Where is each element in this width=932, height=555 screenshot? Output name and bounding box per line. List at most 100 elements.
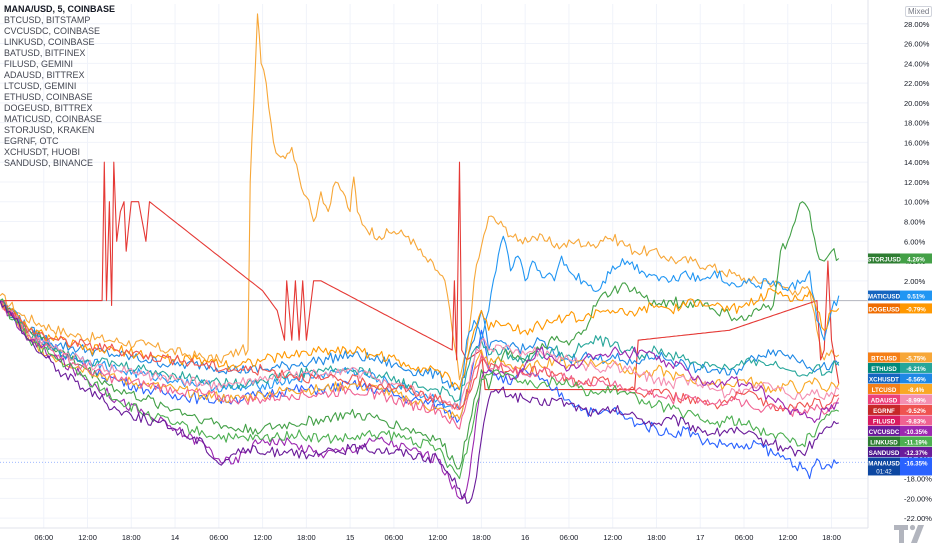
legend-symbol-row[interactable]: ETHUSD, COINBASE <box>4 92 93 102</box>
price-label-name-bg <box>868 394 900 405</box>
y-tick-label: 22.00% <box>904 79 930 88</box>
price-label-name: SANDUSD <box>869 450 900 457</box>
y-tick-label: 24.00% <box>904 59 930 68</box>
price-label-dogeusd[interactable]: DOGEUSD -0.79% <box>868 303 932 314</box>
y-tick-label: 16.00% <box>904 138 930 147</box>
price-label-egrnf[interactable]: EGRNF -9.52% <box>868 404 932 415</box>
price-label-filusd[interactable]: FILUSD -9.83% <box>868 415 932 426</box>
series-line-adausd[interactable] <box>0 300 840 411</box>
y-tick-label: 8.00% <box>904 218 926 227</box>
price-label-value: 4.26% <box>907 256 925 263</box>
x-tick-label: 06:00 <box>560 533 579 542</box>
price-label-value-bg <box>900 404 932 415</box>
price-label-cvcusdc[interactable]: CVCUSDC -10.35% <box>868 425 932 436</box>
price-label-value: 0.51% <box>907 294 925 301</box>
legend-symbol-row[interactable]: BATUSD, BITFINEX <box>4 48 86 58</box>
x-tick-label: 06:00 <box>735 533 754 542</box>
price-label-value-bg <box>900 352 932 363</box>
y-tick-label: 18.00% <box>904 119 930 128</box>
y-tick-label: 28.00% <box>904 20 930 29</box>
price-label-value: -8.99% <box>906 397 926 404</box>
series-line-storjusd[interactable] <box>0 201 840 470</box>
price-label-value: -10.35% <box>904 429 928 436</box>
scale-mode-button[interactable]: Mixed <box>905 6 932 17</box>
x-tick-label: 18:00 <box>297 533 316 542</box>
price-label-manausd[interactable]: MANAUSD -16.35% 01:42 <box>868 457 932 476</box>
price-label-value: -11.19% <box>905 439 928 446</box>
legend-symbol-row[interactable]: DOGEUSD, BITTREX <box>4 103 93 113</box>
price-labels-layer: STORJUSD 4.26% MATICUSD 0.51% DOGEUSD -0.79% B… <box>867 253 932 476</box>
price-label-name: STORJUSD <box>867 256 901 263</box>
series-line-egrnf[interactable] <box>0 300 840 412</box>
price-label-name: LTCUSD <box>872 387 897 394</box>
price-label-value-bg <box>900 394 932 405</box>
price-label-name-bg <box>868 457 900 476</box>
price-label-value-bg <box>900 253 932 264</box>
price-label-linkusd[interactable]: LINKUSD -11.19% <box>868 436 932 447</box>
price-label-ltcusd[interactable]: LTCUSD -8.4% <box>868 383 932 394</box>
y-tick-label: 2.00% <box>904 277 926 286</box>
price-label-name: ADAUSD <box>871 397 898 404</box>
price-label-name: XCHUSDT <box>869 376 899 383</box>
series-line-batusd[interactable] <box>0 13 840 381</box>
price-label-maticusd[interactable]: MATICUSD 0.51% <box>868 290 932 301</box>
price-label-sandusd[interactable]: SANDUSD -12.37% <box>868 446 932 457</box>
price-label-name-bg <box>868 436 900 447</box>
x-tick-label: 17 <box>696 533 704 542</box>
x-tick-label: 12:00 <box>428 533 447 542</box>
legend-symbol-row[interactable]: STORJUSD, KRAKEN <box>4 125 95 135</box>
price-label-value-bg <box>900 303 932 314</box>
legend-symbol-row[interactable]: EGRNF, OTC <box>4 136 59 146</box>
series-line-btcusd[interactable] <box>0 161 840 391</box>
price-label-name: BTCUSD <box>871 355 897 362</box>
symbols-legend: MANA/USD, 5, COINBASE BTCUSD, BITSTAMP CV… <box>4 4 115 169</box>
series-layer <box>0 13 840 504</box>
legend-symbol-row[interactable]: LTCUSD, GEMINI <box>4 81 77 91</box>
price-label-ethusd[interactable]: ETHUSD -6.21% <box>868 362 932 373</box>
price-label-name-bg <box>868 425 900 436</box>
x-tick-label: 12:00 <box>78 533 97 542</box>
price-label-name-bg <box>868 383 900 394</box>
price-label-value-bg <box>900 446 932 457</box>
x-tick-label: 15 <box>346 533 354 542</box>
legend-main-symbol[interactable]: MANA/USD, 5, COINBASE <box>4 4 116 14</box>
series-line-ltcusd[interactable] <box>0 300 840 420</box>
legend-symbol-row[interactable]: CVCUSDC, COINBASE <box>4 26 101 36</box>
price-label-adausd[interactable]: ADAUSD -8.99% <box>868 394 932 405</box>
y-tick-label: 6.00% <box>904 237 926 246</box>
series-line-sandusd[interactable] <box>0 300 839 504</box>
x-tick-label: 06:00 <box>384 533 403 542</box>
price-label-xchusdt[interactable]: XCHUSDT -6.56% <box>868 373 932 384</box>
x-tick-label: 12:00 <box>603 533 622 542</box>
series-line-linkusd[interactable] <box>0 298 840 480</box>
x-tick-label: 06:00 <box>34 533 53 542</box>
legend-symbol-row[interactable]: MATICUSD, COINBASE <box>4 114 102 124</box>
series-line-dogeusd[interactable] <box>0 288 840 391</box>
legend-symbol-row[interactable]: FILUSD, GEMINI <box>4 59 74 69</box>
series-line-ethusd[interactable] <box>0 300 840 402</box>
legend-symbol-row[interactable]: XCHUSDT, HUOBI <box>4 147 81 157</box>
price-label-name: EGRNF <box>873 408 895 415</box>
legend-symbol-row[interactable]: LINKUSD, COINBASE <box>4 37 95 47</box>
price-label-value-bg <box>900 290 932 301</box>
legend-symbol-row[interactable]: SANDUSD, BINANCE <box>4 158 94 168</box>
x-tick-label: 14 <box>171 533 179 542</box>
y-tick-label: 20.00% <box>904 99 930 108</box>
price-label-name-bg <box>868 404 900 415</box>
x-tick-label: 18:00 <box>822 533 841 542</box>
price-label-value: -9.83% <box>906 418 926 425</box>
legend-symbol-row[interactable]: ADAUSD, BITTREX <box>4 70 85 80</box>
x-tick-label: 06:00 <box>209 533 228 542</box>
legend-symbol-row[interactable]: BTCUSD, BITSTAMP <box>4 15 91 25</box>
price-label-name: DOGEUSD <box>868 306 900 313</box>
series-line-xchusdt[interactable] <box>0 300 840 391</box>
x-tick-label: 18:00 <box>647 533 666 542</box>
price-label-btcusd[interactable]: BTCUSD -5.75% <box>868 352 932 363</box>
series-line-filusd[interactable] <box>0 300 840 430</box>
price-label-name-bg <box>868 290 900 301</box>
price-label-value-bg <box>900 457 932 476</box>
price-label-value: -5.75% <box>906 355 926 362</box>
price-label-storjusd[interactable]: STORJUSD 4.26% <box>867 253 932 264</box>
